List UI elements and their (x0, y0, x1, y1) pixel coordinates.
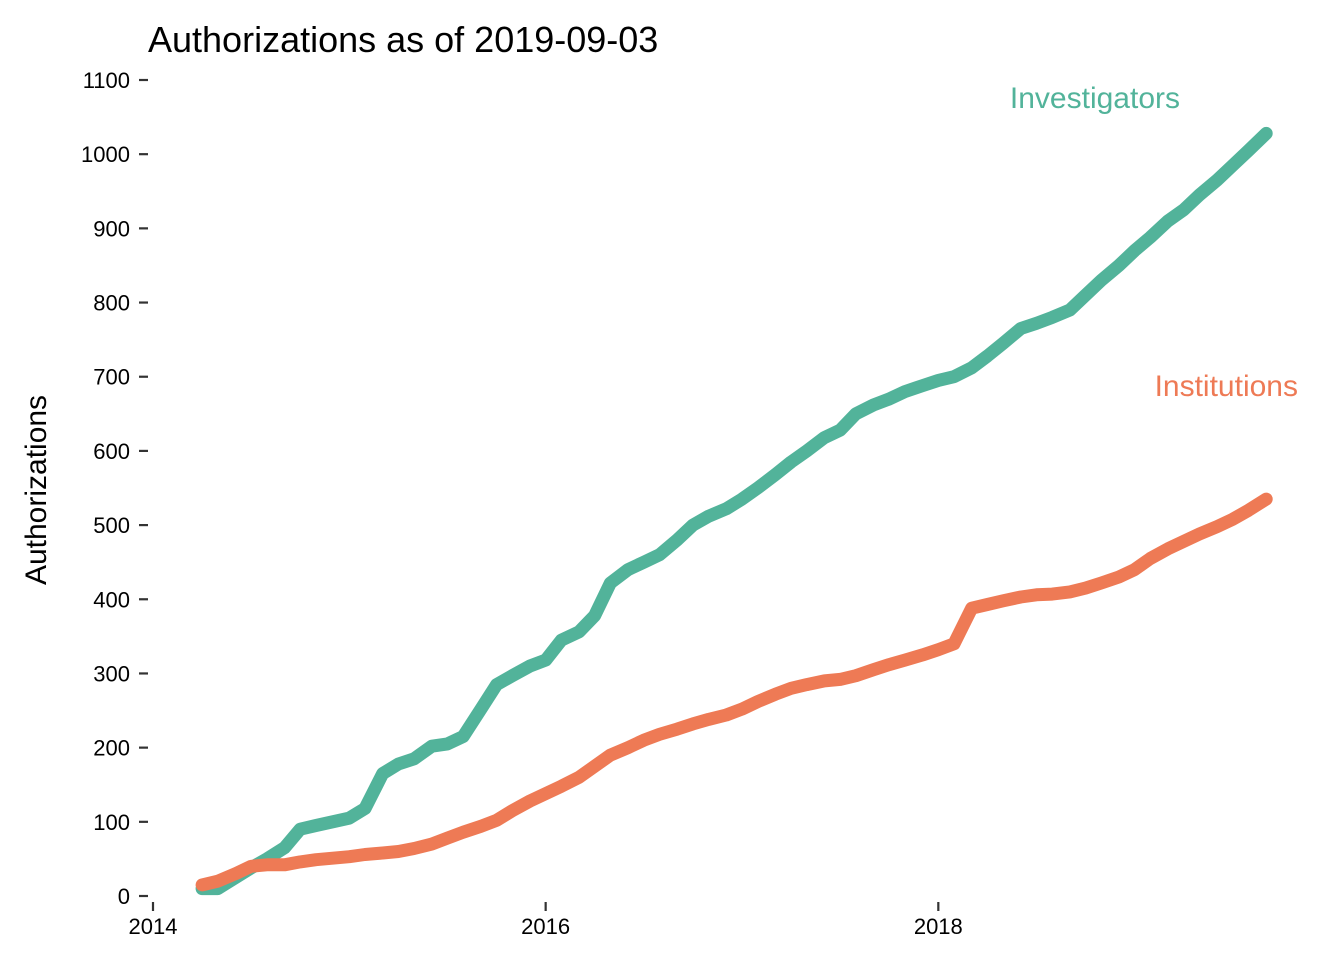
series-line-investigators (195, 126, 1273, 896)
y-tick-label: 400 (93, 587, 130, 612)
y-tick-label: 800 (93, 291, 130, 316)
y-tick-label: 900 (93, 216, 130, 241)
y-tick-label: 600 (93, 439, 130, 464)
y-tick-label: 0 (118, 884, 130, 909)
y-tick-label: 200 (93, 736, 130, 761)
y-axis: 0 100 200 300 400 500 600 700 800 900 1000 1100 (81, 68, 148, 909)
x-tick-label: 2018 (914, 914, 963, 939)
y-tick-label: 1100 (83, 68, 130, 93)
series-label-institutions: Institutions (1155, 370, 1298, 403)
x-tick-label: 2016 (521, 914, 570, 939)
y-tick-label: 300 (93, 661, 130, 686)
y-tick-label: 1000 (81, 142, 130, 167)
x-tick-label: 2014 (129, 914, 178, 939)
x-axis: 2014 2016 2018 (129, 902, 963, 939)
series-label-investigators: Investigators (1010, 82, 1180, 115)
y-tick-label: 500 (93, 513, 130, 538)
chart-title: Authorizations as of 2019-09-03 (148, 19, 658, 60)
y-axis-label: Authorizations (20, 395, 53, 585)
series-layer (195, 126, 1273, 896)
series-line-institutions (195, 492, 1273, 892)
series-labels: Investigators Institutions (1010, 82, 1298, 403)
y-tick-label: 100 (93, 810, 130, 835)
y-tick-label: 700 (93, 365, 130, 390)
